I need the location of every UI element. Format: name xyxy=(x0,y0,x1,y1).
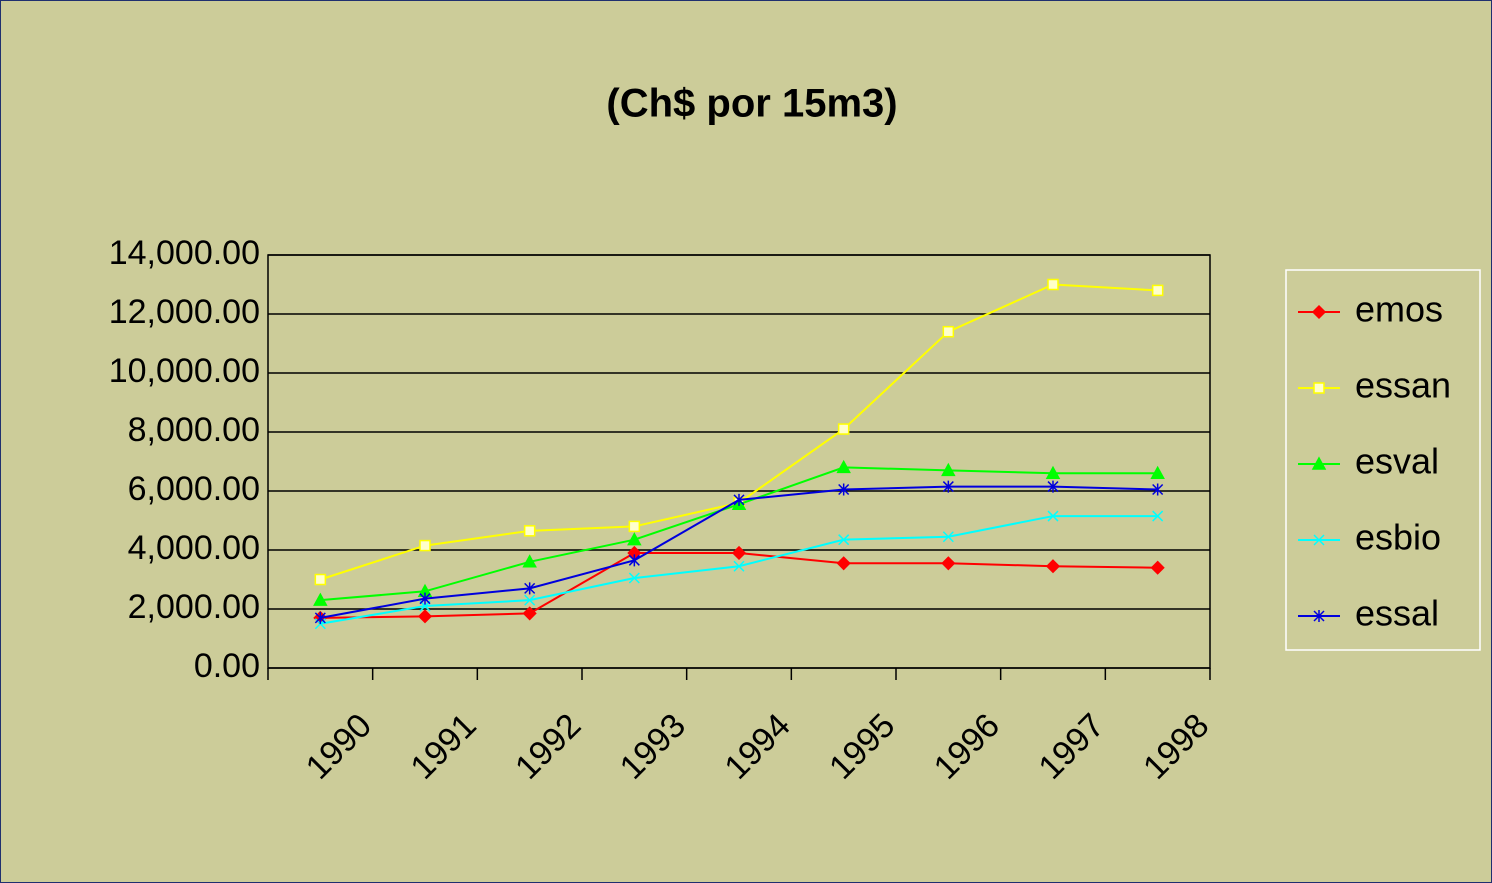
marker xyxy=(522,606,537,621)
marker xyxy=(733,493,745,506)
y-tick-label: 4,000.00 xyxy=(128,529,260,567)
legend-label: essan xyxy=(1355,365,1451,406)
marker xyxy=(837,423,850,435)
y-tick-label: 8,000.00 xyxy=(128,411,260,449)
marker xyxy=(1311,304,1327,320)
marker xyxy=(1047,278,1059,291)
marker xyxy=(838,483,850,496)
y-tick-label: 0.00 xyxy=(194,647,260,685)
y-tick-label: 12,000.00 xyxy=(109,293,260,331)
marker xyxy=(419,539,431,552)
marker xyxy=(1150,560,1165,575)
marker xyxy=(1150,465,1165,480)
marker xyxy=(1313,534,1325,546)
marker xyxy=(942,531,954,543)
marker xyxy=(524,594,536,606)
marker xyxy=(522,554,537,568)
marker xyxy=(628,554,640,567)
marker xyxy=(417,609,433,624)
marker xyxy=(1311,456,1327,470)
legend-box xyxy=(1285,269,1481,651)
marker xyxy=(731,545,747,561)
y-tick-label: 14,000.00 xyxy=(109,234,260,272)
marker xyxy=(941,556,956,571)
marker xyxy=(942,480,954,493)
marker xyxy=(1313,610,1325,622)
marker xyxy=(628,572,640,584)
marker xyxy=(941,462,956,477)
y-tick-label: 2,000.00 xyxy=(128,588,260,626)
chart-title: (Ch$ por 15m3) xyxy=(606,82,897,126)
marker xyxy=(314,573,327,586)
marker xyxy=(628,520,641,533)
marker xyxy=(314,611,326,624)
legend-label: esval xyxy=(1355,441,1439,482)
marker xyxy=(627,532,642,546)
marker xyxy=(1047,480,1059,493)
legend-label: essal xyxy=(1355,593,1439,634)
marker xyxy=(419,592,431,605)
y-tick-label: 10,000.00 xyxy=(109,352,260,390)
marker xyxy=(733,560,745,572)
marker xyxy=(1047,510,1059,522)
legend-label: emos xyxy=(1355,289,1443,330)
marker xyxy=(1045,465,1061,480)
marker xyxy=(1313,382,1325,394)
marker xyxy=(838,534,850,546)
marker xyxy=(523,525,536,537)
marker xyxy=(836,556,851,571)
marker xyxy=(1045,559,1061,574)
marker xyxy=(1152,510,1164,522)
marker xyxy=(836,459,851,474)
marker xyxy=(1151,284,1164,297)
legend-label: esbio xyxy=(1355,517,1441,558)
y-tick-label: 6,000.00 xyxy=(128,470,260,508)
marker xyxy=(313,592,328,606)
marker xyxy=(1152,483,1164,496)
marker xyxy=(942,325,955,338)
marker xyxy=(524,582,536,595)
